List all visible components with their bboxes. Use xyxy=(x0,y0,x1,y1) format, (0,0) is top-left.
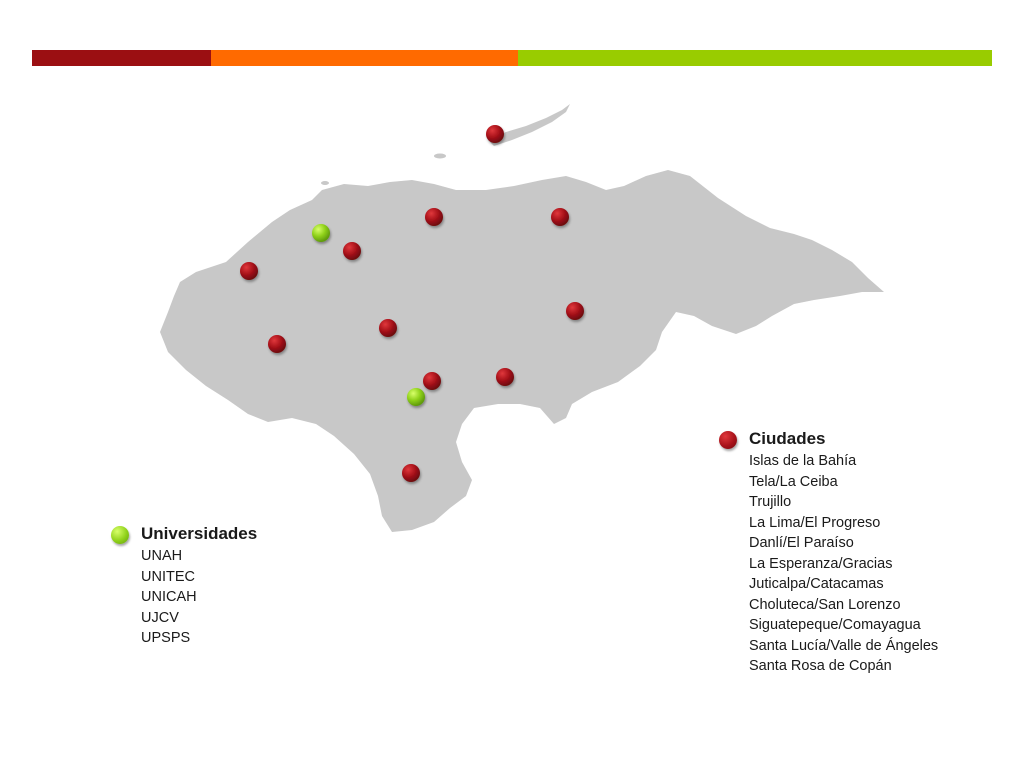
legend-cities-title: Ciudades xyxy=(749,429,826,448)
list-item: UPSPS xyxy=(141,630,191,646)
list-item: Siguatepeque/Comayagua xyxy=(749,617,921,633)
city-marker[interactable] xyxy=(343,242,361,260)
map-bay-islands xyxy=(488,104,570,146)
list-item: UNICAH xyxy=(141,589,197,605)
list-item: Tela/La Ceiba xyxy=(749,473,838,490)
university-marker[interactable] xyxy=(407,388,425,406)
university-marker[interactable] xyxy=(312,224,330,242)
city-marker[interactable] xyxy=(425,208,443,226)
accent-bar-segment-orange xyxy=(211,50,518,66)
city-marker[interactable] xyxy=(566,302,584,320)
university-markers xyxy=(312,224,425,406)
map-island-small xyxy=(686,181,694,185)
accent-bar xyxy=(32,50,992,66)
list-item: UNITEC xyxy=(141,568,195,585)
map-island-small xyxy=(321,181,329,185)
list-item: UNAH xyxy=(141,548,183,564)
list-item: Choluteca/San Lorenzo xyxy=(749,596,901,613)
accent-bar-segment-red xyxy=(32,50,211,66)
list-item: Islas de la Bahía xyxy=(749,453,857,469)
list-item: La Lima/El Progreso xyxy=(749,514,881,531)
legend-universities-title: Universidades xyxy=(141,524,258,543)
city-marker[interactable] xyxy=(496,368,514,386)
list-item: UJCV xyxy=(141,609,179,626)
list-item: Trujillo xyxy=(749,494,792,510)
city-markers xyxy=(240,125,584,482)
list-item: Juticalpa/Catacamas xyxy=(749,576,884,592)
city-marker[interactable] xyxy=(268,335,286,353)
legend-cities-list: Islas de la Bahía Tela/La Ceiba Trujillo… xyxy=(749,451,938,677)
city-marker[interactable] xyxy=(551,208,569,226)
city-marker[interactable] xyxy=(379,319,397,337)
city-marker[interactable] xyxy=(402,464,420,482)
list-item: Santa Lucía/Valle de Ángeles xyxy=(749,637,939,654)
map-island-small xyxy=(434,153,446,159)
list-item: La Esperanza/Gracias xyxy=(749,555,893,572)
city-marker[interactable] xyxy=(240,262,258,280)
map-mainland xyxy=(160,170,884,532)
university-legend-marker xyxy=(111,526,129,544)
legend-universities-list: UNAH UNITEC UNICAH UJCV UPSPS xyxy=(141,546,197,649)
city-legend-marker xyxy=(719,431,737,449)
city-marker[interactable] xyxy=(486,125,504,143)
list-item: Santa Rosa de Copán xyxy=(749,658,892,674)
accent-bar-segment-green xyxy=(518,50,992,66)
list-item: Danlí/El Paraíso xyxy=(749,535,854,551)
city-marker[interactable] xyxy=(423,372,441,390)
